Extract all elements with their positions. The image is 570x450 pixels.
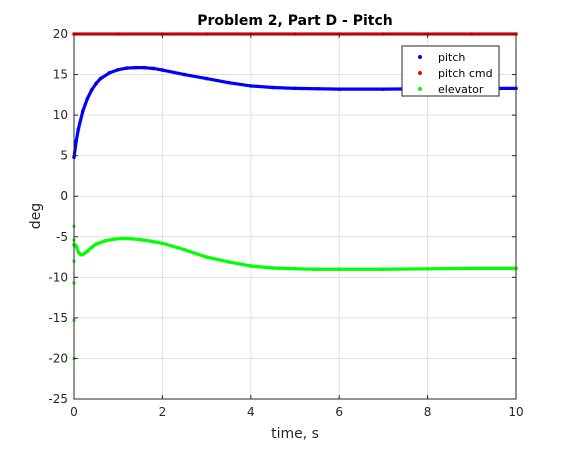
data-point [160,68,165,72]
x-tick-label: 8 [424,405,432,419]
data-point [151,239,156,244]
legend-marker [418,87,422,91]
data-point [204,76,209,81]
data-point [125,66,129,70]
data-point [337,267,342,272]
data-point [111,237,116,242]
y-tick-label: -20 [48,351,68,365]
data-point [381,87,386,91]
data-point [182,72,187,77]
data-point [315,267,319,272]
data-point [470,266,474,271]
y-tick-label: 5 [60,149,68,163]
data-point [142,65,147,70]
data-point [76,127,81,131]
data-point [138,237,143,242]
legend-label: elevator [438,83,484,96]
axis-ticks: 0 2 4 6 8 10 -25 -20 -15 -10 -5 0 5 10 15 20 [48,27,523,419]
y-tick-label: 10 [53,108,68,122]
data-point [89,88,94,92]
data-point [76,250,81,254]
x-tick-label: 2 [159,405,167,419]
data-point [120,236,125,241]
data-point [74,245,79,250]
data-point [94,242,98,246]
legend: pitch pitch cmd elevator [401,45,500,97]
y-tick-label: -5 [56,230,68,244]
data-point [74,139,79,143]
y-tick-label: 0 [60,189,68,203]
data-point [98,76,103,81]
data-point [129,237,134,241]
data-point [293,86,297,91]
y-axis-label: deg [28,203,44,229]
chart-title: Problem 2, Part D - Pitch [197,13,393,29]
data-point [204,255,209,259]
legend-label: pitch cmd [438,67,493,80]
legend-marker [418,71,422,75]
legend-label: pitch [438,51,465,64]
y-tick-label: -25 [48,392,68,406]
x-tick-label: 4 [247,405,255,419]
data-point [103,239,107,243]
data-point [315,86,319,91]
x-tick-label: 6 [335,405,343,419]
data-point [293,267,297,271]
data-point [85,249,90,254]
x-tick-label: 10 [508,405,523,419]
data-point [94,81,98,86]
data-point [134,65,138,70]
data-point [89,245,94,250]
data-point [151,66,156,71]
legend-marker [418,55,422,59]
series-pitch [72,65,518,160]
data-point [182,247,187,252]
data-point [116,67,120,72]
data-point [271,266,275,270]
legend-box [401,45,500,97]
plot-box [73,33,517,400]
data-point [160,241,165,246]
data-point [249,84,253,88]
x-tick-label: 0 [70,405,78,419]
data-point [425,267,430,271]
y-tick-label: 20 [53,27,68,41]
y-tick-label: -15 [48,311,68,325]
data-point [85,97,90,101]
data-point [249,264,253,268]
series-elevator [72,236,518,272]
y-tick-label: 15 [53,68,68,82]
data-point [81,252,85,257]
x-axis-label: time, s [271,426,319,442]
data-point [381,267,386,272]
data-point [81,109,85,113]
y-tick-label: -10 [48,270,68,284]
data-point [107,71,112,75]
data-point [226,260,231,264]
data-point [226,80,231,85]
data-point [337,87,342,91]
data-point [271,85,275,90]
